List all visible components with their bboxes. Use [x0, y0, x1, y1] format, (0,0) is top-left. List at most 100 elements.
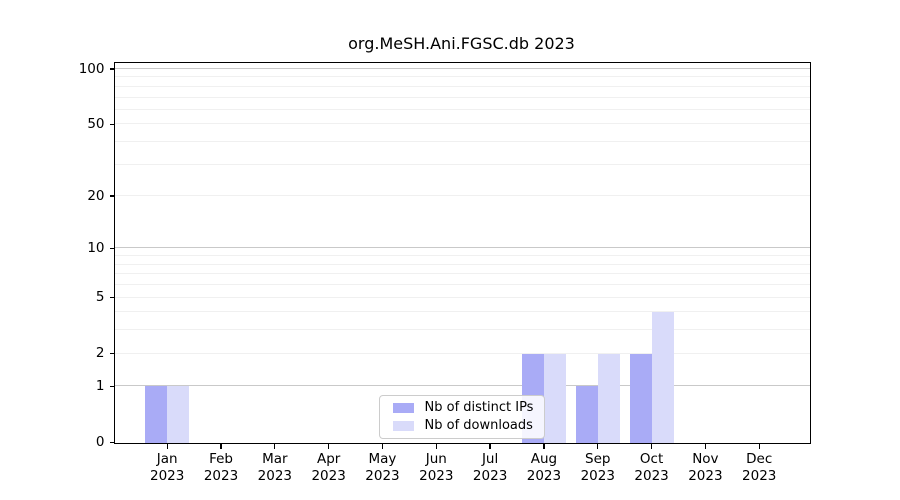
- bar-distinct-ips-sep: [575, 386, 598, 443]
- x-tick-jun: [435, 444, 437, 449]
- y-tick-label-5: 5: [95, 289, 105, 305]
- bar-downloads-oct: [651, 312, 674, 443]
- x-tick-label-sep: Sep 2023: [558, 451, 638, 486]
- x-tick-label-may: May 2023: [342, 451, 422, 486]
- month-label: May: [368, 450, 397, 467]
- year-label: 2023: [742, 468, 777, 484]
- gridline-minor-2: [114, 352, 810, 354]
- month-label: Feb: [209, 450, 233, 467]
- plot-area: 0 1 2 5 10 20 50 100 Jan 2023 Feb 2023 Mar 2023 Apr 20…: [79, 61, 811, 484]
- bar-downloads-aug: [543, 353, 566, 443]
- legend-row-downloads: Nb of downloads: [392, 418, 538, 433]
- y-tick-1: [109, 385, 115, 388]
- x-tick-label-oct: Oct 2023: [612, 451, 692, 486]
- gridline-minor-50: [114, 123, 810, 125]
- y-tick-label-10: 10: [87, 239, 105, 256]
- gridline-minor-6: [114, 284, 810, 286]
- y-tick-label-100: 100: [78, 60, 105, 77]
- y-tick-20: [109, 195, 115, 197]
- year-label: 2023: [150, 468, 185, 484]
- year-label: 2023: [203, 468, 239, 484]
- gridline-minor-7: [114, 273, 810, 275]
- y-tick-2: [109, 352, 115, 355]
- year-label: 2023: [419, 468, 454, 484]
- x-tick-label-feb: Feb 2023: [181, 451, 261, 486]
- legend-row-distinct-ips: Nb of distinct IPs: [392, 400, 538, 415]
- legend-label: Nb of downloads: [424, 418, 533, 433]
- year-label: 2023: [634, 468, 669, 484]
- year-label: 2023: [526, 468, 562, 484]
- x-tick-label-nov: Nov 2023: [665, 451, 745, 486]
- month-label: Nov: [692, 450, 719, 467]
- y-tick-100: [109, 68, 115, 70]
- x-tick-label-jun: Jun 2023: [396, 451, 476, 486]
- month-label: Sep: [585, 450, 611, 467]
- legend-label: Nb of distinct IPs: [424, 400, 534, 415]
- year-label: 2023: [311, 468, 346, 484]
- x-tick-may: [381, 444, 384, 449]
- x-tick-aug: [543, 444, 545, 449]
- year-label: 2023: [365, 468, 400, 484]
- y-tick-label-1: 1: [95, 377, 105, 394]
- gridline-minor-70: [114, 96, 810, 98]
- gridline-major-1: [114, 385, 810, 387]
- legend: Nb of distinct IPs Nb of downloads: [378, 394, 545, 439]
- gridline-minor-9: [114, 255, 810, 257]
- gridline-minor-5: [114, 296, 810, 298]
- year-label: 2023: [472, 468, 508, 484]
- x-tick-label-mar: Mar 2023: [235, 451, 315, 486]
- gridline-major-10: [114, 247, 810, 249]
- x-tick-nov: [704, 444, 707, 449]
- x-tick-dec: [758, 444, 760, 449]
- year-label: 2023: [688, 468, 723, 484]
- x-tick-jul: [489, 444, 491, 449]
- x-tick-label-dec: Dec 2023: [719, 451, 799, 486]
- gridline-minor-80: [114, 85, 810, 87]
- gridline-minor-60: [114, 108, 810, 110]
- gridline-minor-20: [114, 195, 810, 197]
- y-tick-label-50: 50: [87, 115, 105, 132]
- year-label: 2023: [257, 468, 292, 484]
- bar-downloads-sep: [597, 353, 620, 443]
- gridline-major-100: [114, 68, 810, 69]
- month-label: Dec: [746, 450, 773, 467]
- gridline-minor-40: [114, 140, 810, 142]
- gridline-minor-90: [114, 76, 810, 78]
- month-label: Oct: [639, 450, 664, 467]
- month-label: Apr: [316, 450, 341, 467]
- y-tick-label-20: 20: [87, 187, 105, 204]
- month-label: Aug: [530, 450, 558, 467]
- x-tick-jan: [166, 444, 168, 449]
- y-tick-0: [109, 441, 115, 444]
- year-label: 2023: [580, 468, 615, 484]
- y-tick-10: [109, 247, 115, 250]
- x-tick-apr: [328, 444, 330, 449]
- month-label: Jul: [481, 450, 499, 467]
- chart-title: org.MeSH.Ani.FGSC.db 2023: [348, 34, 575, 53]
- month-label: Jun: [425, 450, 447, 467]
- y-tick-50: [109, 123, 115, 125]
- bar-distinct-ips-oct: [629, 353, 652, 443]
- y-tick-5: [109, 296, 115, 299]
- bar-downloads-jan: [167, 386, 190, 443]
- gridline-minor-8: [114, 263, 810, 265]
- x-tick-label-aug: Aug 2023: [504, 451, 584, 486]
- gridline-minor-4: [114, 311, 810, 313]
- x-tick-label-jan: Jan 2023: [127, 451, 207, 486]
- x-tick-label-apr: Apr 2023: [289, 451, 369, 486]
- x-tick-mar: [274, 444, 276, 449]
- gridline-minor-3: [114, 329, 810, 331]
- y-tick-label-0: 0: [95, 434, 105, 450]
- x-tick-oct: [650, 444, 653, 449]
- month-label: Mar: [262, 450, 288, 467]
- gridline-minor-30: [114, 163, 810, 165]
- x-tick-feb: [220, 444, 222, 449]
- legend-swatch-downloads: [392, 420, 414, 431]
- x-tick-sep: [597, 444, 599, 449]
- y-tick-label-2: 2: [95, 345, 105, 362]
- month-label: Jan: [156, 450, 178, 467]
- x-tick-label-jul: Jul 2023: [450, 451, 530, 486]
- legend-swatch-distinct-ips: [392, 402, 414, 413]
- bar-distinct-ips-jan: [145, 386, 168, 443]
